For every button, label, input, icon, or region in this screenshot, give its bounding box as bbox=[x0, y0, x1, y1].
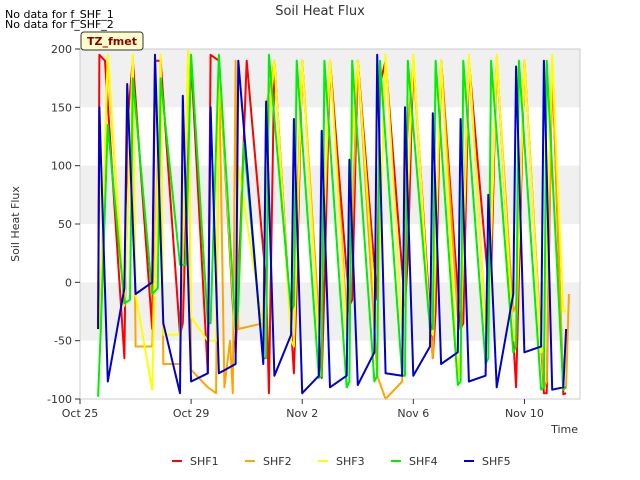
series-layer bbox=[97, 50, 570, 400]
x-tick-label: Oct 25 bbox=[62, 407, 99, 420]
x-tick-label: Nov 6 bbox=[397, 407, 429, 420]
series-line-shf5 bbox=[97, 53, 568, 395]
x-axis-ticks: Oct 25 Oct 29 Nov 2 Nov 6 Nov 10 bbox=[62, 399, 544, 420]
no-data-note-1: No data for f_SHF_1 bbox=[5, 8, 114, 21]
y-tick-label: -50 bbox=[54, 335, 72, 348]
x-tick-label: Nov 10 bbox=[505, 407, 544, 420]
legend: SHF1 SHF2 SHF3 SHF4 SHF5 bbox=[172, 455, 511, 468]
x-tick-label: Nov 2 bbox=[286, 407, 318, 420]
legend-label-shf4: SHF4 bbox=[409, 455, 438, 468]
x-axis-label: Time bbox=[550, 423, 578, 436]
no-data-note-2: No data for f_SHF_2 bbox=[5, 18, 114, 31]
legend-label-shf2: SHF2 bbox=[263, 455, 292, 468]
y-tick-label: 200 bbox=[51, 43, 72, 56]
y-tick-label: -100 bbox=[47, 393, 72, 406]
y-axis-label: Soil Heat Flux bbox=[9, 186, 22, 262]
legend-label-shf1: SHF1 bbox=[190, 455, 219, 468]
y-axis-ticks: -100 -50 0 50 100 150 200 bbox=[47, 43, 80, 406]
legend-label-shf5: SHF5 bbox=[482, 455, 511, 468]
tz-label-background bbox=[80, 31, 144, 51]
y-tick-label: 100 bbox=[51, 160, 72, 173]
y-tick-label: 50 bbox=[58, 218, 72, 231]
series-line-shf3 bbox=[98, 50, 567, 391]
series-line-shf4 bbox=[97, 53, 567, 397]
y-tick-label: 0 bbox=[65, 276, 72, 289]
legend-label-shf3: SHF3 bbox=[336, 455, 365, 468]
x-tick-label: Oct 29 bbox=[173, 407, 210, 420]
tz-label-text: TZ_fmet bbox=[87, 35, 137, 48]
chart-title: Soil Heat Flux bbox=[275, 4, 365, 19]
tz-label-box: TZ_fmet bbox=[80, 31, 144, 51]
plot-band bbox=[80, 165, 580, 224]
y-tick-label: 150 bbox=[51, 101, 72, 114]
